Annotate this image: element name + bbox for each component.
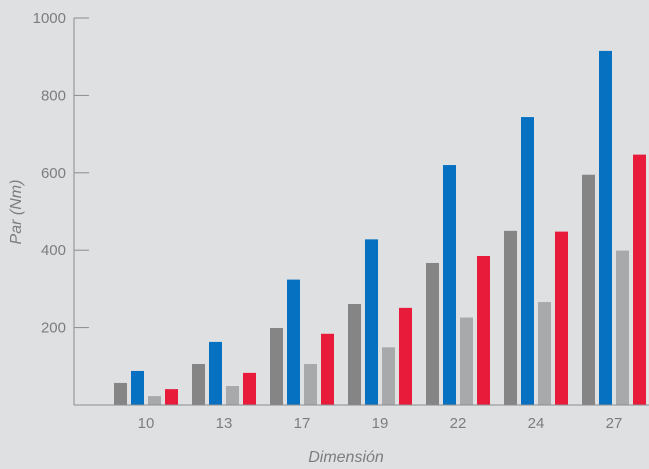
bar-17-series-3 — [304, 363, 317, 405]
bar-27-series-1 — [582, 174, 595, 405]
bar-10-series-1 — [114, 382, 127, 405]
bar-17-series-2 — [287, 279, 300, 405]
bars — [114, 50, 646, 406]
y-tick-label: 1000 — [33, 10, 66, 27]
bar-22-series-4 — [477, 256, 490, 405]
bar-10-series-2 — [131, 370, 144, 405]
bar-13-series-4 — [243, 372, 256, 405]
y-axis: 200 400 600 800 1000 — [33, 10, 89, 405]
y-tick-label: 400 — [41, 242, 66, 259]
bar-22-series-2 — [443, 165, 456, 405]
bar-27-series-3 — [616, 250, 629, 405]
y-tick-label: 200 — [41, 320, 66, 337]
y-tick-label: 600 — [41, 165, 66, 182]
bar-24-series-2 — [521, 117, 534, 406]
x-axis-title: Dimensión — [308, 449, 384, 466]
bar-10-series-3 — [148, 396, 161, 405]
y-tick-label: 800 — [41, 87, 66, 104]
x-tick-label: 17 — [294, 415, 311, 432]
x-tick-label: 27 — [606, 415, 623, 432]
bar-17-series-1 — [270, 327, 283, 405]
bar-24-series-4 — [555, 231, 568, 405]
bar-19-series-4 — [399, 307, 412, 405]
bar-13-series-1 — [192, 363, 205, 405]
bar-19-series-2 — [365, 239, 378, 405]
x-tick-label: 22 — [450, 415, 467, 432]
bar-22-series-1 — [426, 262, 439, 405]
bar-19-series-1 — [348, 303, 361, 405]
bar-24-series-1 — [504, 230, 517, 405]
y-axis-title: Par (Nm) — [8, 180, 25, 245]
bar-17-series-4 — [321, 333, 334, 405]
x-tick-label: 10 — [138, 415, 155, 432]
bar-27-series-2 — [599, 50, 612, 406]
bar-13-series-2 — [209, 341, 222, 405]
bar-22-series-3 — [460, 317, 473, 405]
bar-19-series-3 — [382, 347, 395, 405]
bar-10-series-4 — [165, 389, 178, 405]
bar-24-series-3 — [538, 302, 551, 405]
x-axis: 10 13 17 19 22 24 27 — [74, 404, 649, 432]
x-tick-label: 24 — [528, 415, 545, 432]
bar-27-series-4 — [633, 154, 646, 405]
bar-13-series-3 — [226, 386, 239, 405]
x-tick-label: 19 — [372, 415, 389, 432]
x-tick-label: 13 — [216, 415, 233, 432]
